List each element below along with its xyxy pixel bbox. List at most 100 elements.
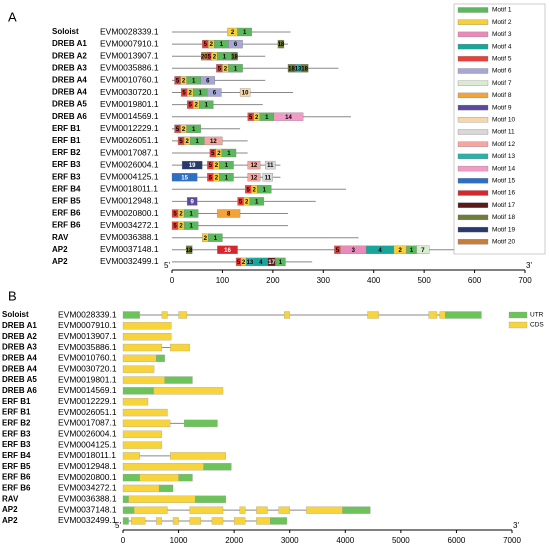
x-tick-label: 4000 — [336, 536, 354, 545]
motif-box — [300, 64, 309, 73]
motif-number: 6 — [234, 42, 238, 48]
motif-number: 1 — [243, 30, 247, 36]
legend-swatch — [508, 311, 528, 319]
motif-number: 1 — [189, 224, 193, 230]
motif-number: 5 — [336, 248, 340, 254]
segment — [122, 387, 154, 395]
legend-swatch — [457, 202, 489, 208]
x-tick-label: 400 — [367, 276, 381, 285]
group-label: ERF B1 — [2, 397, 31, 406]
gene-id: EVM0034272.1 — [100, 220, 159, 230]
gene-id: EVM0026004.1 — [100, 159, 159, 169]
motif-number: 2 — [179, 224, 183, 230]
motif-number: 12 — [251, 175, 258, 181]
motif-number: 15 — [181, 175, 188, 181]
motif-box — [207, 88, 222, 97]
legend-swatch — [457, 165, 489, 172]
motif-number: 2 — [224, 66, 228, 72]
gene-id: EVM0030720.1 — [100, 87, 159, 97]
gene-id: EVM0032499.1 — [58, 515, 117, 525]
legend-swatch — [508, 321, 528, 329]
motif-number: 5 — [209, 163, 213, 169]
motif-number: 9 — [190, 199, 194, 205]
gene-id: EVM0034272.1 — [58, 483, 117, 493]
motif-number: 2 — [188, 91, 192, 97]
legend-label: Motif 8 — [492, 92, 512, 99]
motif-box — [262, 173, 274, 182]
motif-box — [219, 173, 234, 182]
gene-id: EVM0017087.1 — [58, 418, 117, 428]
motif-number: 2 — [213, 54, 217, 60]
segment — [122, 495, 129, 503]
motif-number: 5 — [249, 115, 253, 121]
three-prime: 3' — [526, 261, 532, 270]
motif-number: 2 — [255, 115, 259, 121]
gene-id: EVM0030720.1 — [58, 363, 117, 373]
motif-box — [221, 148, 237, 158]
gene-id: EVM0014569.1 — [100, 111, 159, 121]
legend-swatch — [457, 7, 489, 13]
gene-id: EVM0018011.1 — [58, 450, 116, 460]
motif-box — [217, 209, 241, 218]
motif-number: 1 — [199, 91, 203, 97]
group-label: DREB A1 — [2, 321, 37, 330]
motif-box — [247, 160, 261, 170]
segment — [122, 354, 157, 363]
segment — [233, 517, 246, 525]
group-label: DREB A3 — [52, 63, 87, 72]
motif-number: 5 — [237, 260, 241, 266]
motif-number: 5 — [188, 103, 192, 109]
gene-id: EVM0019801.1 — [58, 374, 117, 384]
segment — [164, 376, 193, 384]
gene-id: EVM0004125.1 — [58, 439, 117, 449]
legend-label: UTR — [530, 312, 544, 319]
legend-label: Motif 10 — [492, 117, 516, 124]
motif-number: 1 — [279, 260, 283, 266]
motif-number: 1 — [225, 163, 229, 169]
segment — [278, 506, 290, 514]
gene-id: EVM0028339.1 — [100, 26, 159, 36]
legend-swatch — [457, 31, 489, 38]
motif-box — [185, 245, 193, 254]
motif-box — [181, 160, 203, 170]
motif-number: 14 — [285, 115, 292, 121]
gene-id: EVM0020800.1 — [100, 208, 159, 218]
motif-number: 5 — [179, 139, 183, 145]
motif-number: 1 — [220, 42, 224, 48]
motif-number: 1 — [189, 212, 193, 218]
legend-label: Motif 2 — [492, 19, 512, 26]
motif-number: 5 — [208, 54, 212, 60]
segment — [122, 311, 140, 319]
segment — [270, 517, 288, 525]
legend-swatch — [457, 43, 489, 50]
segment — [122, 506, 135, 514]
motif-box — [217, 245, 238, 254]
legend-label: Motif 12 — [492, 141, 516, 148]
motif-number: 5 — [182, 91, 186, 97]
legend-label: Motif 3 — [492, 31, 512, 38]
segment — [195, 495, 226, 503]
motif-number: 1 — [255, 199, 259, 205]
motif-number: 4 — [378, 248, 382, 254]
segment — [122, 343, 163, 352]
motif-number: 5 — [176, 78, 180, 84]
gene-id: EVM0013907.1 — [58, 331, 117, 341]
gene-id: EVM0036388.1 — [58, 494, 117, 504]
segment — [122, 322, 172, 330]
legend-swatch — [457, 92, 489, 99]
motif-number: 2 — [217, 151, 221, 157]
segment — [256, 506, 268, 514]
motif-number: 2 — [182, 78, 186, 84]
segment — [183, 419, 218, 428]
legend-swatch — [457, 190, 489, 196]
gene-id: EVM0013907.1 — [100, 50, 159, 60]
x-tick-label: 100 — [216, 276, 230, 285]
segment — [256, 517, 271, 525]
motif-number: 2 — [399, 248, 403, 254]
motif-box — [199, 100, 214, 109]
x-tick-label: 6000 — [448, 536, 466, 545]
segment — [139, 473, 179, 482]
gene-id: EVM0007910.1 — [100, 38, 159, 48]
segment — [122, 484, 160, 493]
